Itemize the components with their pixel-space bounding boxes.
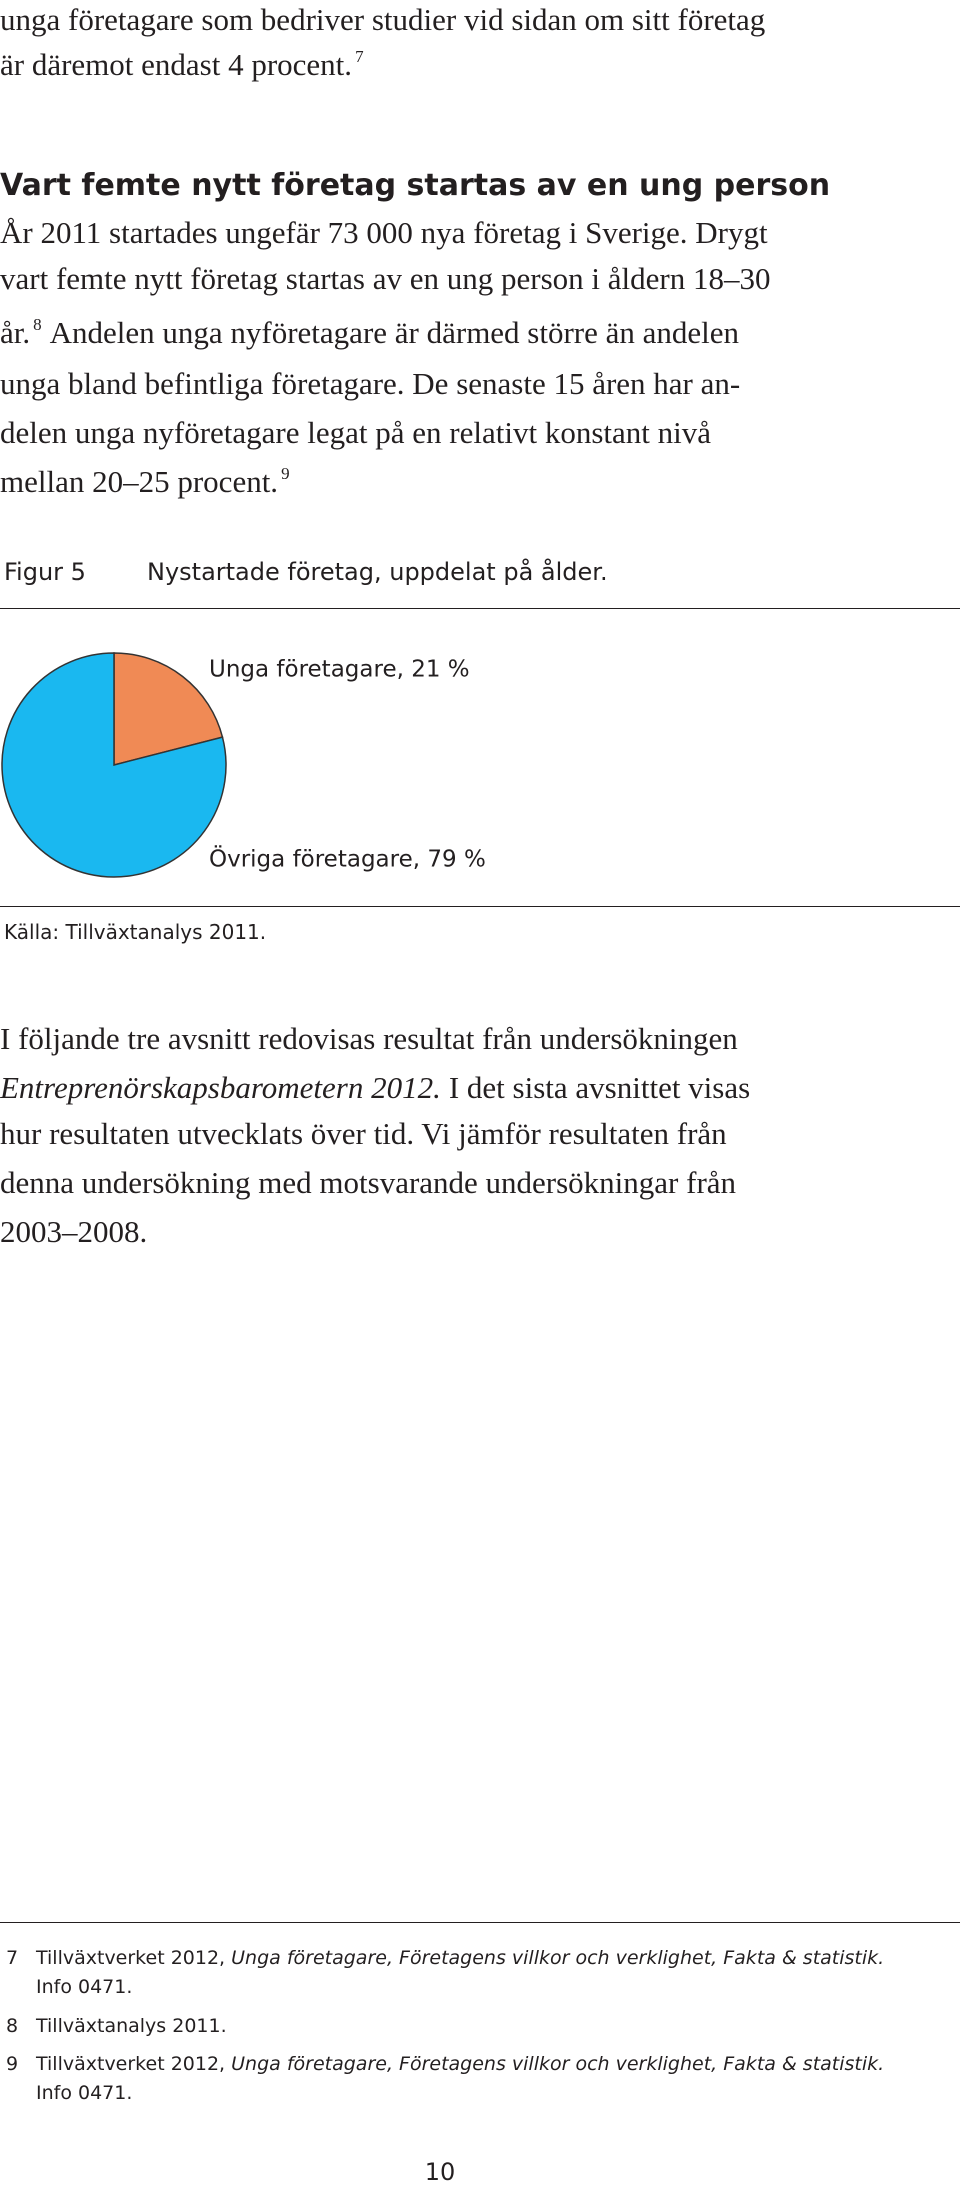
footnote-ref: 8 (33, 315, 42, 334)
pie-slice (113, 652, 224, 766)
rule (0, 906, 960, 907)
footnote-number: 8 (6, 2015, 19, 2037)
text: Tillväxtverket 2012, (36, 1947, 226, 1969)
text-line: denna undersökning med motsvarande under… (0, 1163, 736, 1203)
pie-slice (1, 652, 227, 878)
footnote: Info 0471. (36, 1976, 133, 1998)
text: hur resultaten utvecklats över tid. Vi j… (0, 1116, 727, 1151)
page-number: 10 (424, 2158, 456, 2186)
text-line: År 2011 startades ungefär 73 000 nya för… (0, 213, 768, 253)
text: Andelen unga nyföretagare är därmed stör… (49, 315, 740, 350)
figure-label: Figur 5 (4, 558, 86, 586)
footnote: Tillväxtverket 2012, Unga företagare, Fö… (36, 1944, 884, 1972)
text: är däremot endast 4 procent. (0, 47, 353, 82)
footnote: Tillväxtverket 2012, Unga företagare, Fö… (36, 2050, 884, 2078)
footnote-number: 9 (6, 2053, 19, 2075)
text: unga bland befintliga företagare. De sen… (0, 366, 741, 401)
text-line: Entreprenörskapsbarometern 2012. I det si… (0, 1068, 750, 1108)
text-line: vart femte nytt företag startas av en un… (0, 259, 770, 299)
text: år. (0, 315, 31, 350)
text-italic: Unga företagare, Företagens villkor och … (231, 1947, 885, 1969)
text-line: mellan 20–25 procent. 9 (0, 462, 290, 502)
footnote: Info 0471. (36, 2082, 133, 2104)
heading: Vart femte nytt företag startas av en un… (0, 168, 831, 203)
slice-label: Övriga företagare, 79 % (209, 845, 486, 873)
source: Källa: Tillväxtanalys 2011. (4, 920, 267, 944)
text-italic: Entreprenörskapsbarometern 2012. (0, 1070, 441, 1105)
text: 2003–2008. (0, 1214, 148, 1249)
text-line: delen unga nyföretagare legat på en rela… (0, 413, 711, 453)
text-italic: Unga företagare, Företagens villkor och … (231, 2053, 885, 2075)
text: I det sista avsnittet visas (448, 1070, 751, 1105)
slice-label: Unga företagare, 21 % (209, 657, 470, 683)
pie-chart: Unga företagare, 21 % Övriga företagare, … (1, 652, 486, 878)
text-line: år. 8 Andelen unga nyföretagare är därmed … (0, 313, 739, 353)
text: I följande tre avsnitt redovisas resulta… (0, 1021, 738, 1056)
rule (0, 1922, 960, 1923)
figure-caption: Nystartade företag, uppdelat på ålder. (147, 558, 608, 586)
text-line: unga företagare som bedriver studier vid… (0, 0, 765, 40)
footnote-ref: 9 (281, 464, 290, 483)
footnote-number: 7 (6, 1947, 19, 1969)
text: År 2011 startades ungefär 73 000 nya för… (0, 215, 768, 250)
text: denna undersökning med motsvarande under… (0, 1165, 737, 1200)
rule (0, 608, 960, 609)
text-line: 2003–2008. (0, 1212, 147, 1252)
text: unga företagare som bedriver studier vid… (0, 2, 766, 37)
text-line: hur resultaten utvecklats över tid. Vi j… (0, 1114, 727, 1154)
text: Tillväxtverket 2012, (36, 2053, 226, 2075)
text-line: är däremot endast 4 procent. 7 (0, 45, 364, 85)
text-line: unga bland befintliga företagare. De sen… (0, 364, 740, 404)
footnote: Tillväxtanalys 2011. (36, 2015, 227, 2037)
text: mellan 20–25 procent. (0, 464, 279, 499)
text: vart femte nytt företag startas av en un… (0, 261, 771, 296)
footnote-ref: 7 (355, 47, 364, 66)
text: delen unga nyföretagare legat på en rela… (0, 415, 711, 450)
text-line: I följande tre avsnitt redovisas resulta… (0, 1019, 738, 1059)
